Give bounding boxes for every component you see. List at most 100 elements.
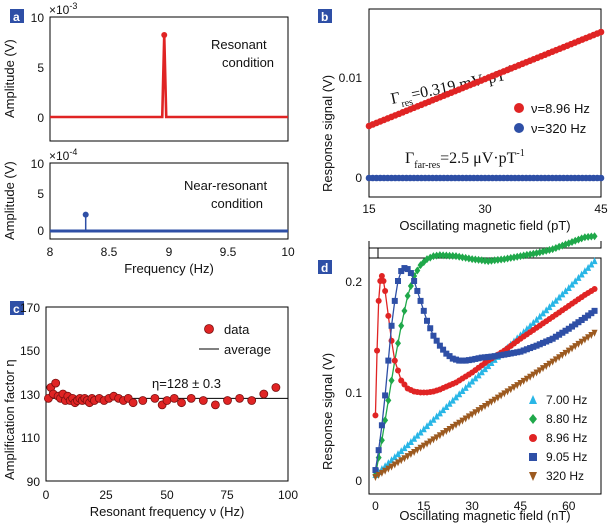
- panel-d-point-cyan: [391, 453, 398, 461]
- panel-d-point-blue: [456, 357, 463, 364]
- panel-b-legend-label-blue: ν=320 Hz: [531, 121, 586, 136]
- panel-label-c-box: [10, 301, 24, 315]
- panel-d-point-red: [372, 412, 379, 419]
- panel-c-data-point: [169, 393, 179, 403]
- panel-c-legend-marker-data: [204, 324, 214, 334]
- panel-d-xtick-45: 45: [514, 499, 528, 513]
- panel-d-point-brown: [395, 459, 401, 467]
- panel-d-point-cyan: [404, 441, 411, 449]
- panel-d-point-blue: [530, 343, 537, 350]
- panel-b-axes: 0.01 0 15 30 45 Oscillating magnetic fie…: [320, 8, 608, 233]
- panel-d-point-cyan: [407, 437, 414, 445]
- panel-d-legend-label-green: 8.80 Hz: [546, 412, 587, 426]
- panel-d-point-red: [378, 273, 385, 280]
- panel-d-point-cyan: [449, 396, 456, 404]
- panel-d-legend-label-cyan: 7.00 Hz: [546, 393, 587, 407]
- panel-d-point-brown: [549, 358, 556, 366]
- panel-d-point-green: [501, 255, 508, 264]
- panel-d-point-cyan: [549, 299, 556, 307]
- panel-d-point-cyan: [436, 409, 443, 417]
- panel-a-bottom-axes: ×10-4 10 5 0 Amplitude (V) Near-resonant…: [2, 147, 295, 276]
- panel-d-point-blue: [511, 349, 517, 356]
- panel-d-point-blue: [578, 317, 585, 324]
- panel-c-data-point: [138, 396, 148, 405]
- panel-d-point-cyan: [540, 309, 546, 317]
- panel-d-point-cyan: [430, 415, 437, 423]
- panel-d-legend-label-red: 8.96 Hz: [546, 431, 587, 445]
- panel-d-point-brown: [404, 453, 411, 461]
- panel-d-point-green: [395, 339, 401, 348]
- panel-b-annotation-gamma-far: Γfar-res=2.5 μV·pT-1: [405, 148, 525, 171]
- panel-d-point-brown: [472, 409, 479, 417]
- panel-b-legend-marker-red: [514, 103, 524, 113]
- panel-a-near-resonant-peak: [82, 211, 89, 218]
- panel-d-point-cyan: [543, 306, 550, 314]
- panel-d-point-blue: [514, 349, 521, 356]
- panel-d-xtick-15: 15: [417, 499, 431, 513]
- panel-d-point-brown: [562, 349, 569, 357]
- panel-d-point-brown: [446, 425, 453, 433]
- panel-label-c: c: [13, 302, 20, 316]
- panel-d-point-blue: [562, 327, 569, 334]
- panel-a-annotation-line2: condition: [222, 55, 274, 70]
- panel-d-point-blue: [585, 312, 592, 319]
- panel-d-point-cyan: [485, 362, 492, 370]
- panel-c-ytick-110: 110: [21, 431, 40, 445]
- panel-a-top-ytick-10: 10: [31, 11, 45, 25]
- panel-c-xtick-25: 25: [99, 488, 113, 502]
- panel-d-point-blue: [478, 354, 485, 361]
- panel-d-point-brown: [565, 347, 572, 355]
- panel-d-point-blue: [411, 278, 418, 284]
- panel-d-point-cyan: [424, 422, 430, 430]
- panel-b-legend-label-red: ν=8.96 Hz: [531, 101, 590, 116]
- panel-d-point-green: [440, 251, 447, 260]
- panel-a-top-ylabel: Amplitude (V): [2, 39, 17, 118]
- panel-d-point-brown: [372, 474, 379, 482]
- panel-c-data-point: [198, 396, 208, 405]
- panel-d-point-blue: [494, 352, 501, 359]
- panel-d-point-blue: [440, 346, 447, 353]
- panel-d-point-brown: [485, 400, 492, 408]
- panel-d-point-blue: [552, 333, 559, 340]
- panel-label-a-box: [10, 9, 24, 23]
- panel-d-series: [372, 232, 598, 482]
- panel-c-xlabel: Resonant frequency ν (Hz): [90, 504, 245, 519]
- panel-d-point-red: [398, 377, 405, 384]
- panel-d-point-blue: [424, 317, 430, 324]
- panel-d-point-blue: [540, 339, 546, 346]
- panel-d-point-blue: [462, 357, 469, 364]
- panel-d-point-brown: [407, 451, 414, 459]
- panel-d-point-blue: [498, 352, 505, 359]
- panel-d-point-blue: [572, 321, 579, 328]
- panel-d-legend-marker-red: [529, 434, 537, 442]
- panel-d-point-blue: [565, 325, 572, 332]
- panel-d-point-brown: [498, 392, 505, 400]
- panel-d-point-blue: [491, 353, 498, 360]
- panel-c-data-point: [223, 396, 232, 405]
- panel-d-point-blue: [398, 268, 405, 275]
- panel-d-point-blue: [488, 353, 495, 360]
- panel-d-point-blue: [546, 337, 553, 344]
- panel-c-data-point: [51, 378, 61, 388]
- panel-d-point-brown: [536, 367, 543, 375]
- panel-d-point-brown: [517, 379, 524, 387]
- panel-d-point-cyan: [536, 312, 543, 320]
- panel-d-point-brown: [494, 394, 501, 402]
- panel-d-point-brown: [453, 421, 459, 429]
- panel-d-point-cyan: [475, 371, 482, 379]
- panel-d-point-brown: [523, 375, 530, 383]
- panel-label-d: d: [321, 261, 328, 275]
- panel-d-xlabel: Oscillating magnetic field (nT): [399, 508, 570, 523]
- panel-d-point-brown: [375, 471, 382, 479]
- panel-d-legend: 7.00 Hz 8.80 Hz 8.96 Hz 9.05 Hz 320 Hz: [529, 393, 587, 483]
- panel-d-point-cyan: [456, 390, 463, 398]
- panel-d-point-cyan: [562, 287, 569, 295]
- panel-d-point-cyan: [453, 393, 459, 401]
- panel-a-resonant-peak: [161, 32, 168, 38]
- panel-d-point-red: [374, 347, 381, 354]
- panel-d-point-blue: [533, 342, 540, 349]
- panel-a-xtick-8.5: 8.5: [101, 245, 118, 259]
- panel-d-point-blue: [588, 310, 595, 317]
- panel-c-xtick-100: 100: [278, 488, 298, 502]
- panel-d-legend-label-blue: 9.05 Hz: [546, 450, 587, 464]
